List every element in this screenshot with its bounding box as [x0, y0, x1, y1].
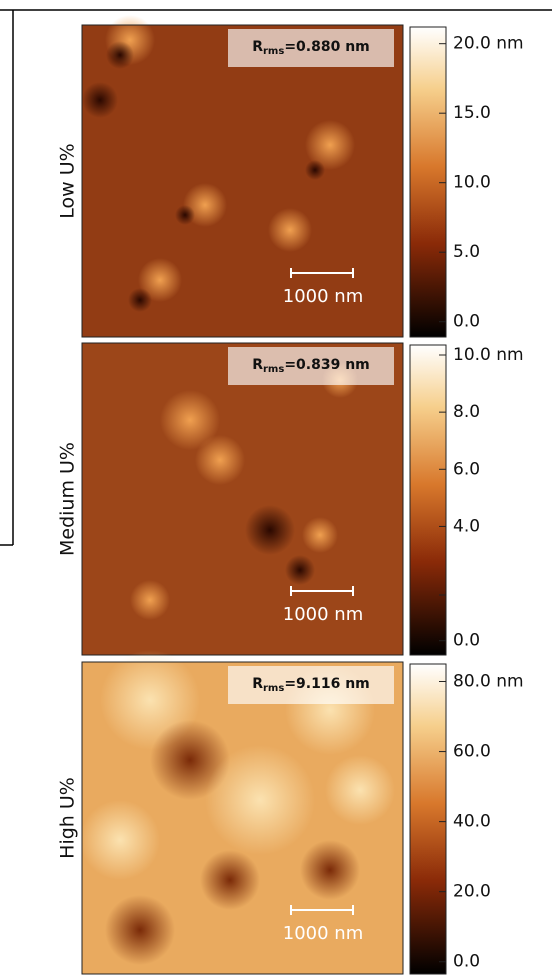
scale-bar-label: 1000 nm — [283, 286, 363, 307]
rms-part: R — [252, 357, 263, 373]
image-feature — [205, 745, 315, 855]
colorbar-tick-label: 60.0 — [453, 742, 491, 762]
colorbar-tick-label: 4.0 — [453, 516, 480, 536]
colorbar-tick-label: 8.0 — [453, 402, 480, 422]
colorbar-tick-label: 5.0 — [453, 242, 480, 262]
image-feature — [300, 840, 360, 900]
rms-part: rms — [263, 364, 284, 375]
colorbar — [410, 27, 446, 337]
colorbar-tick-label: 0.0 — [453, 952, 480, 972]
panel: Low U% Rrms=0.880 nm 1000 nm 20.0 nm 15.0 10.… — [57, 15, 524, 337]
scale-bar-label: 1000 nm — [283, 923, 363, 944]
image-feature — [302, 517, 338, 553]
colorbar — [410, 664, 446, 974]
image-feature — [106, 41, 134, 69]
panel: Medium U% Rrms=0.839 nm 1000 nm 10.0 nm 8.0 6… — [57, 343, 524, 655]
rms-part: R — [252, 39, 263, 55]
image-feature — [82, 82, 118, 118]
colorbar — [410, 345, 446, 655]
row-label: High U% — [57, 777, 79, 859]
image-feature — [105, 895, 175, 965]
colorbar-tick-label: 80.0 nm — [453, 672, 524, 692]
colorbar-tick-label: 15.0 — [453, 103, 491, 123]
rms-part: =0.880 nm — [284, 39, 369, 55]
colorbar-tick-label: 0.0 — [453, 631, 480, 651]
row-label: Medium U% — [57, 442, 79, 556]
image-feature — [128, 288, 152, 312]
colorbar-tick-label: 20.0 nm — [453, 34, 524, 54]
row-label: Low U% — [57, 143, 79, 218]
image-feature — [305, 160, 325, 180]
colorbar-tick-label: 6.0 — [453, 459, 480, 479]
image-feature — [285, 555, 315, 585]
image-feature — [245, 505, 295, 555]
rms-part: =9.116 nm — [284, 676, 369, 692]
rms-part: R — [252, 676, 263, 692]
rms-part: rms — [263, 683, 284, 694]
panel: High U% Rrms=9.116 nm 1000 nm 80.0 nm 60.0 40… — [57, 650, 524, 974]
image-feature — [195, 435, 245, 485]
colorbar-tick-label: 10.0 — [453, 173, 491, 193]
colorbar-tick-label: 10.0 nm — [453, 345, 524, 365]
image-feature — [268, 208, 312, 252]
colorbar-tick-label: 0.0 — [453, 312, 480, 332]
rms-part: rms — [263, 46, 284, 57]
image-feature — [175, 205, 195, 225]
image-feature — [325, 755, 395, 825]
image-feature — [130, 580, 170, 620]
colorbar-tick-label: 20.0 — [453, 882, 491, 902]
scale-bar-label: 1000 nm — [283, 604, 363, 625]
colorbar-tick-label: 40.0 — [453, 812, 491, 832]
rms-part: =0.839 nm — [284, 357, 369, 373]
figure: Low U%Rrms=0.880 nm1000 nm20.0 nm15.010.… — [0, 0, 552, 975]
image-feature — [200, 850, 260, 910]
image-feature — [80, 800, 160, 880]
